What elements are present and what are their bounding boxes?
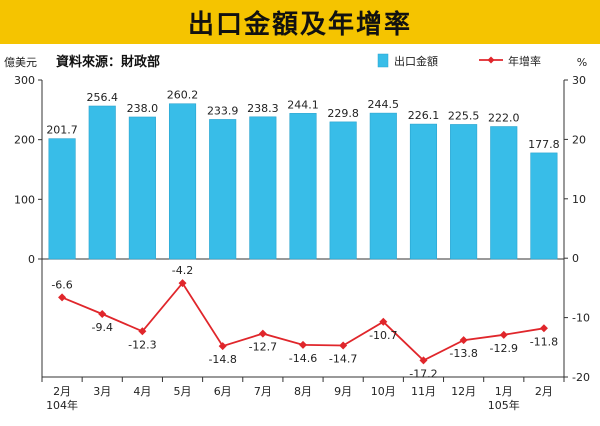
category-label: 4月 <box>133 385 151 398</box>
growth-rate-point <box>539 324 548 333</box>
category-label: 8月 <box>294 385 312 398</box>
bar <box>209 119 237 260</box>
bar-value-label: 256.4 <box>86 91 118 104</box>
bars-layer <box>48 103 558 260</box>
line-value-label: -14.8 <box>208 353 236 366</box>
right-tick-label: 30 <box>572 74 586 87</box>
category-label: 5月 <box>174 385 192 398</box>
line-value-label: -9.4 <box>91 321 112 334</box>
bar <box>490 126 518 260</box>
growth-rate-point <box>98 310 107 319</box>
bar <box>289 113 317 260</box>
line-value-label: -12.7 <box>249 341 277 354</box>
bar-value-label: 233.9 <box>207 104 239 117</box>
bar <box>168 103 197 260</box>
line-value-label: -4.2 <box>172 264 193 277</box>
left-axis-unit: 億美元 <box>4 56 37 69</box>
legend-bar-swatch <box>377 53 389 68</box>
bar-value-label: 238.0 <box>127 102 159 115</box>
left-tick-label: 200 <box>14 134 35 147</box>
legend-line-marker <box>487 56 495 64</box>
right-tick-label: 0 <box>572 252 579 265</box>
bar <box>450 124 478 260</box>
bar-value-label: 201.7 <box>46 124 78 137</box>
line-value-label: -13.8 <box>449 347 477 360</box>
bar-value-label: 244.1 <box>287 98 319 111</box>
category-label: 11月 <box>411 385 436 398</box>
category-label: 9月 <box>334 385 352 398</box>
category-label: 2月 <box>53 385 71 398</box>
category-label: 1月 <box>495 385 513 398</box>
bar-value-label: 244.5 <box>368 98 400 111</box>
legend-line-label: 年增率 <box>508 54 541 68</box>
right-axis-unit: % <box>577 56 587 69</box>
year-label: 105年 <box>488 398 520 412</box>
line-value-label: -10.7 <box>369 329 397 342</box>
right-tick-label: -10 <box>572 312 590 325</box>
bar <box>48 138 76 260</box>
left-tick-label: 300 <box>14 74 35 87</box>
category-label: 10月 <box>371 385 396 398</box>
line-layer <box>58 279 548 365</box>
left-tick-label: 0 <box>28 253 35 266</box>
growth-rate-point <box>499 330 508 339</box>
growth-rate-point <box>138 327 147 336</box>
growth-rate-point <box>339 341 348 350</box>
line-value-label: -17.2 <box>409 367 437 380</box>
growth-rate-point <box>58 293 67 302</box>
bar <box>249 116 277 260</box>
category-label: 7月 <box>254 385 272 398</box>
bar-value-label: 226.1 <box>408 109 440 122</box>
bar <box>530 152 558 260</box>
right-tick-label: 20 <box>572 133 586 146</box>
year-label: 104年 <box>46 398 78 412</box>
growth-rate-point <box>299 340 307 349</box>
bar <box>369 112 397 260</box>
line-value-label: -6.6 <box>51 278 72 291</box>
growth-rate-point <box>258 329 267 338</box>
bar <box>88 105 116 260</box>
title-bar: 出口金額及年增率 <box>0 0 600 44</box>
line-value-label: -12.3 <box>128 338 156 351</box>
line-value-label: -14.7 <box>329 353 357 366</box>
category-label: 12月 <box>451 385 476 398</box>
growth-rate-point <box>218 342 227 351</box>
bar-value-label: 225.5 <box>448 109 480 122</box>
bar-value-label: 177.8 <box>528 138 560 151</box>
bar-value-label: 222.0 <box>488 112 520 125</box>
right-tick-label: 10 <box>572 193 586 206</box>
line-value-label: -14.6 <box>289 352 317 365</box>
labels-layer: 201.7 256.4 238.0 260.2 233.9 238.3 244.1 229.8… <box>46 89 559 381</box>
bar-value-label: 229.8 <box>327 107 359 120</box>
growth-rate-point <box>178 279 187 288</box>
category-label: 2月 <box>535 385 553 398</box>
left-tick-label: 100 <box>14 193 35 206</box>
line-value-label: -11.8 <box>530 335 558 348</box>
bar-value-label: 238.3 <box>247 102 279 115</box>
bar <box>409 123 438 260</box>
right-tick-label: -20 <box>572 371 590 384</box>
growth-rate-point <box>379 317 388 326</box>
chart-title: 出口金額及年增率 <box>187 9 412 40</box>
legend: 出口金額 年增率 <box>377 53 541 68</box>
category-label: 6月 <box>214 385 232 398</box>
bar <box>329 121 357 260</box>
bar-value-label: 260.2 <box>167 89 199 102</box>
source-note: 資料來源：財政部 <box>56 54 160 70</box>
line-value-label: -12.9 <box>490 342 518 355</box>
legend-bar-label: 出口金額 <box>394 54 438 68</box>
growth-rate-point <box>459 336 468 345</box>
category-label: 3月 <box>93 385 111 398</box>
growth-rate-point <box>419 356 428 365</box>
bar <box>128 116 156 260</box>
